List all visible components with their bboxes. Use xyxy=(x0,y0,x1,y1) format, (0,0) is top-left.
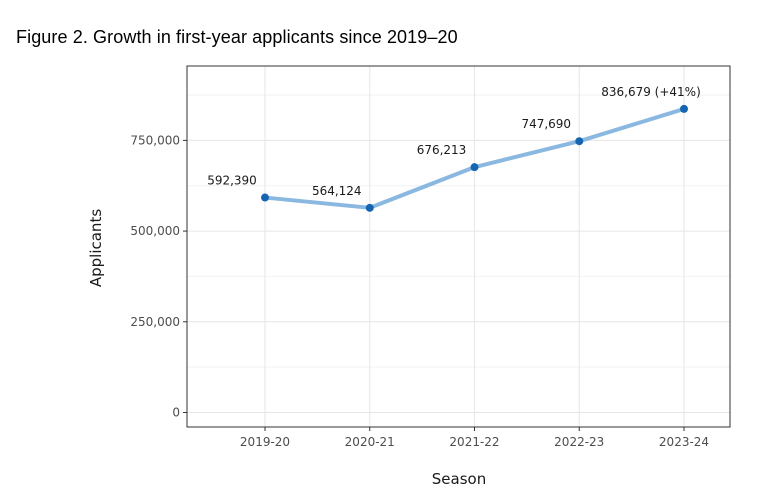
data-point xyxy=(470,163,479,172)
data-label: 676,213 xyxy=(417,143,467,157)
y-tick-label: 250,000 xyxy=(130,315,180,329)
data-points xyxy=(261,104,688,212)
data-labels: 592,390 564,124 676,213 747,690 836,679 (+41… xyxy=(207,85,701,198)
data-label: 592,390 xyxy=(207,174,257,188)
data-label: 836,679 (+41%) xyxy=(601,85,701,99)
major-gridlines xyxy=(187,66,730,427)
y-tick-label: 500,000 xyxy=(130,224,180,238)
data-label: 747,690 xyxy=(521,117,571,131)
data-point xyxy=(261,193,269,202)
chart-title: Figure 2. Growth in first-year applicant… xyxy=(16,27,458,47)
x-tick-label: 2020-21 xyxy=(345,435,395,449)
y-tick-label: 750,000 xyxy=(130,133,180,147)
x-tick-label: 2021-22 xyxy=(449,435,499,449)
y-tick-label: 0 xyxy=(172,405,180,419)
plot-panel-border xyxy=(186,65,731,428)
x-tick-label: 2023-24 xyxy=(659,435,709,449)
x-tick-label: 2022-23 xyxy=(554,435,604,449)
x-tick-label: 2019-20 xyxy=(240,435,290,449)
minor-gridlines xyxy=(187,94,730,368)
data-point xyxy=(680,104,688,113)
x-axis-title: Season xyxy=(432,470,486,488)
y-axis: 0 250,000 500,000 750,000 xyxy=(130,133,187,419)
data-point xyxy=(365,203,374,212)
data-point xyxy=(575,137,584,146)
data-label: 564,124 xyxy=(312,184,362,198)
y-axis-title: Applicants xyxy=(87,209,105,287)
x-axis: 2019-20 2020-21 2021-22 2022-23 2023-24 xyxy=(240,427,709,449)
